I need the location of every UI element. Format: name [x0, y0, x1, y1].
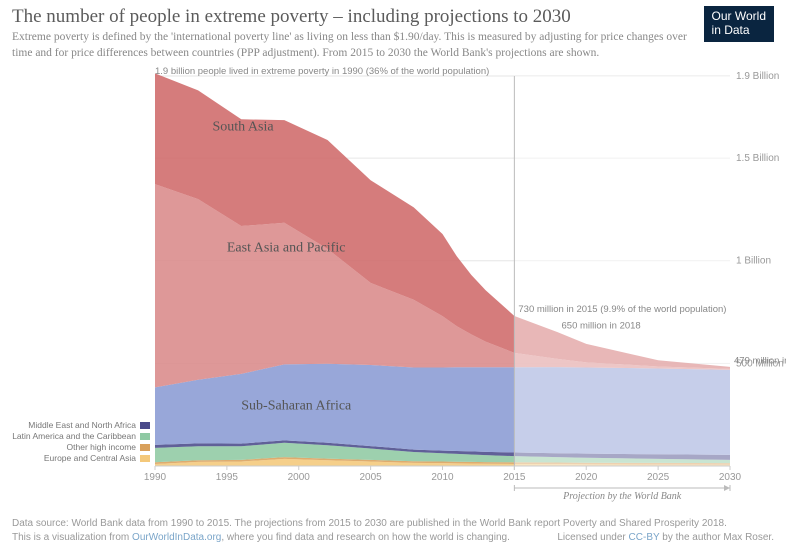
svg-text:2015: 2015 — [503, 472, 526, 483]
top-annotation: 1.9 billion people lived in extreme pove… — [155, 66, 489, 77]
svg-text:1.9 Billion: 1.9 Billion — [736, 71, 779, 82]
logo-line1: Our World — [712, 10, 766, 24]
legend-swatch-other_high_income — [140, 444, 150, 451]
annotation-2030: 479 million in 2030 — [734, 356, 786, 367]
chart-area: 199019952000200520102015202020252030500 … — [0, 66, 786, 504]
chart-subtitle: Extreme poverty is defined by the 'inter… — [12, 30, 692, 61]
x-axis: 1990 1995 2000 2005 2010 2015 2020 2025 2030 — [144, 466, 742, 483]
stacked-area-chart: 199019952000200520102015202020252030500 … — [0, 66, 786, 504]
legend-label-other_high_income: Other high income — [67, 442, 137, 452]
legend-label-europe_central_asia: Europe and Central Asia — [44, 453, 136, 463]
footer-source: Data source: World Bank data from 1990 t… — [12, 517, 774, 531]
svg-text:2030: 2030 — [719, 472, 742, 483]
page: The number of people in extreme poverty … — [0, 0, 786, 550]
svg-text:2005: 2005 — [360, 472, 383, 483]
label-eap: East Asia and Pacific — [227, 241, 346, 256]
label-ssa: Sub-Saharan Africa — [241, 398, 352, 413]
legend-swatch-mena — [140, 422, 150, 429]
license-link[interactable]: CC-BY — [629, 532, 660, 543]
owid-logo[interactable]: Our World in Data — [704, 6, 774, 42]
legend-label-latin_america: Latin America and the Caribbean — [12, 431, 136, 441]
logo-line2: in Data — [712, 24, 766, 38]
svg-text:2025: 2025 — [647, 472, 670, 483]
annotation-2018: 650 million in 2018 — [562, 321, 641, 332]
svg-text:2010: 2010 — [431, 472, 454, 483]
legend-swatch-latin_america — [140, 433, 150, 440]
projection-fade — [514, 76, 730, 466]
svg-text:1995: 1995 — [216, 472, 239, 483]
y-axis-right: 500 Million1 Billion1.5 Billion1.9 Billi… — [736, 71, 784, 369]
svg-text:1 Billion: 1 Billion — [736, 256, 771, 267]
footer-license: Licensed under CC-BY by the author Max R… — [557, 531, 774, 545]
header: The number of people in extreme poverty … — [12, 6, 774, 61]
svg-text:1990: 1990 — [144, 472, 167, 483]
legend-swatch-europe_central_asia — [140, 455, 150, 462]
svg-text:1.5 Billion: 1.5 Billion — [736, 153, 779, 164]
owid-link[interactable]: OurWorldInData.org — [132, 532, 221, 543]
svg-text:2000: 2000 — [288, 472, 311, 483]
projection-label: Projection by the World Bank — [562, 491, 682, 502]
svg-text:2020: 2020 — [575, 472, 598, 483]
chart-title: The number of people in extreme poverty … — [12, 6, 774, 28]
footer: Data source: World Bank data from 1990 t… — [12, 517, 774, 544]
annotation-2015: 730 million in 2015 (9.9% of the world p… — [518, 304, 726, 315]
legend-label-mena: Middle East and North Africa — [28, 420, 136, 430]
label-south_asia: South Asia — [213, 120, 275, 135]
